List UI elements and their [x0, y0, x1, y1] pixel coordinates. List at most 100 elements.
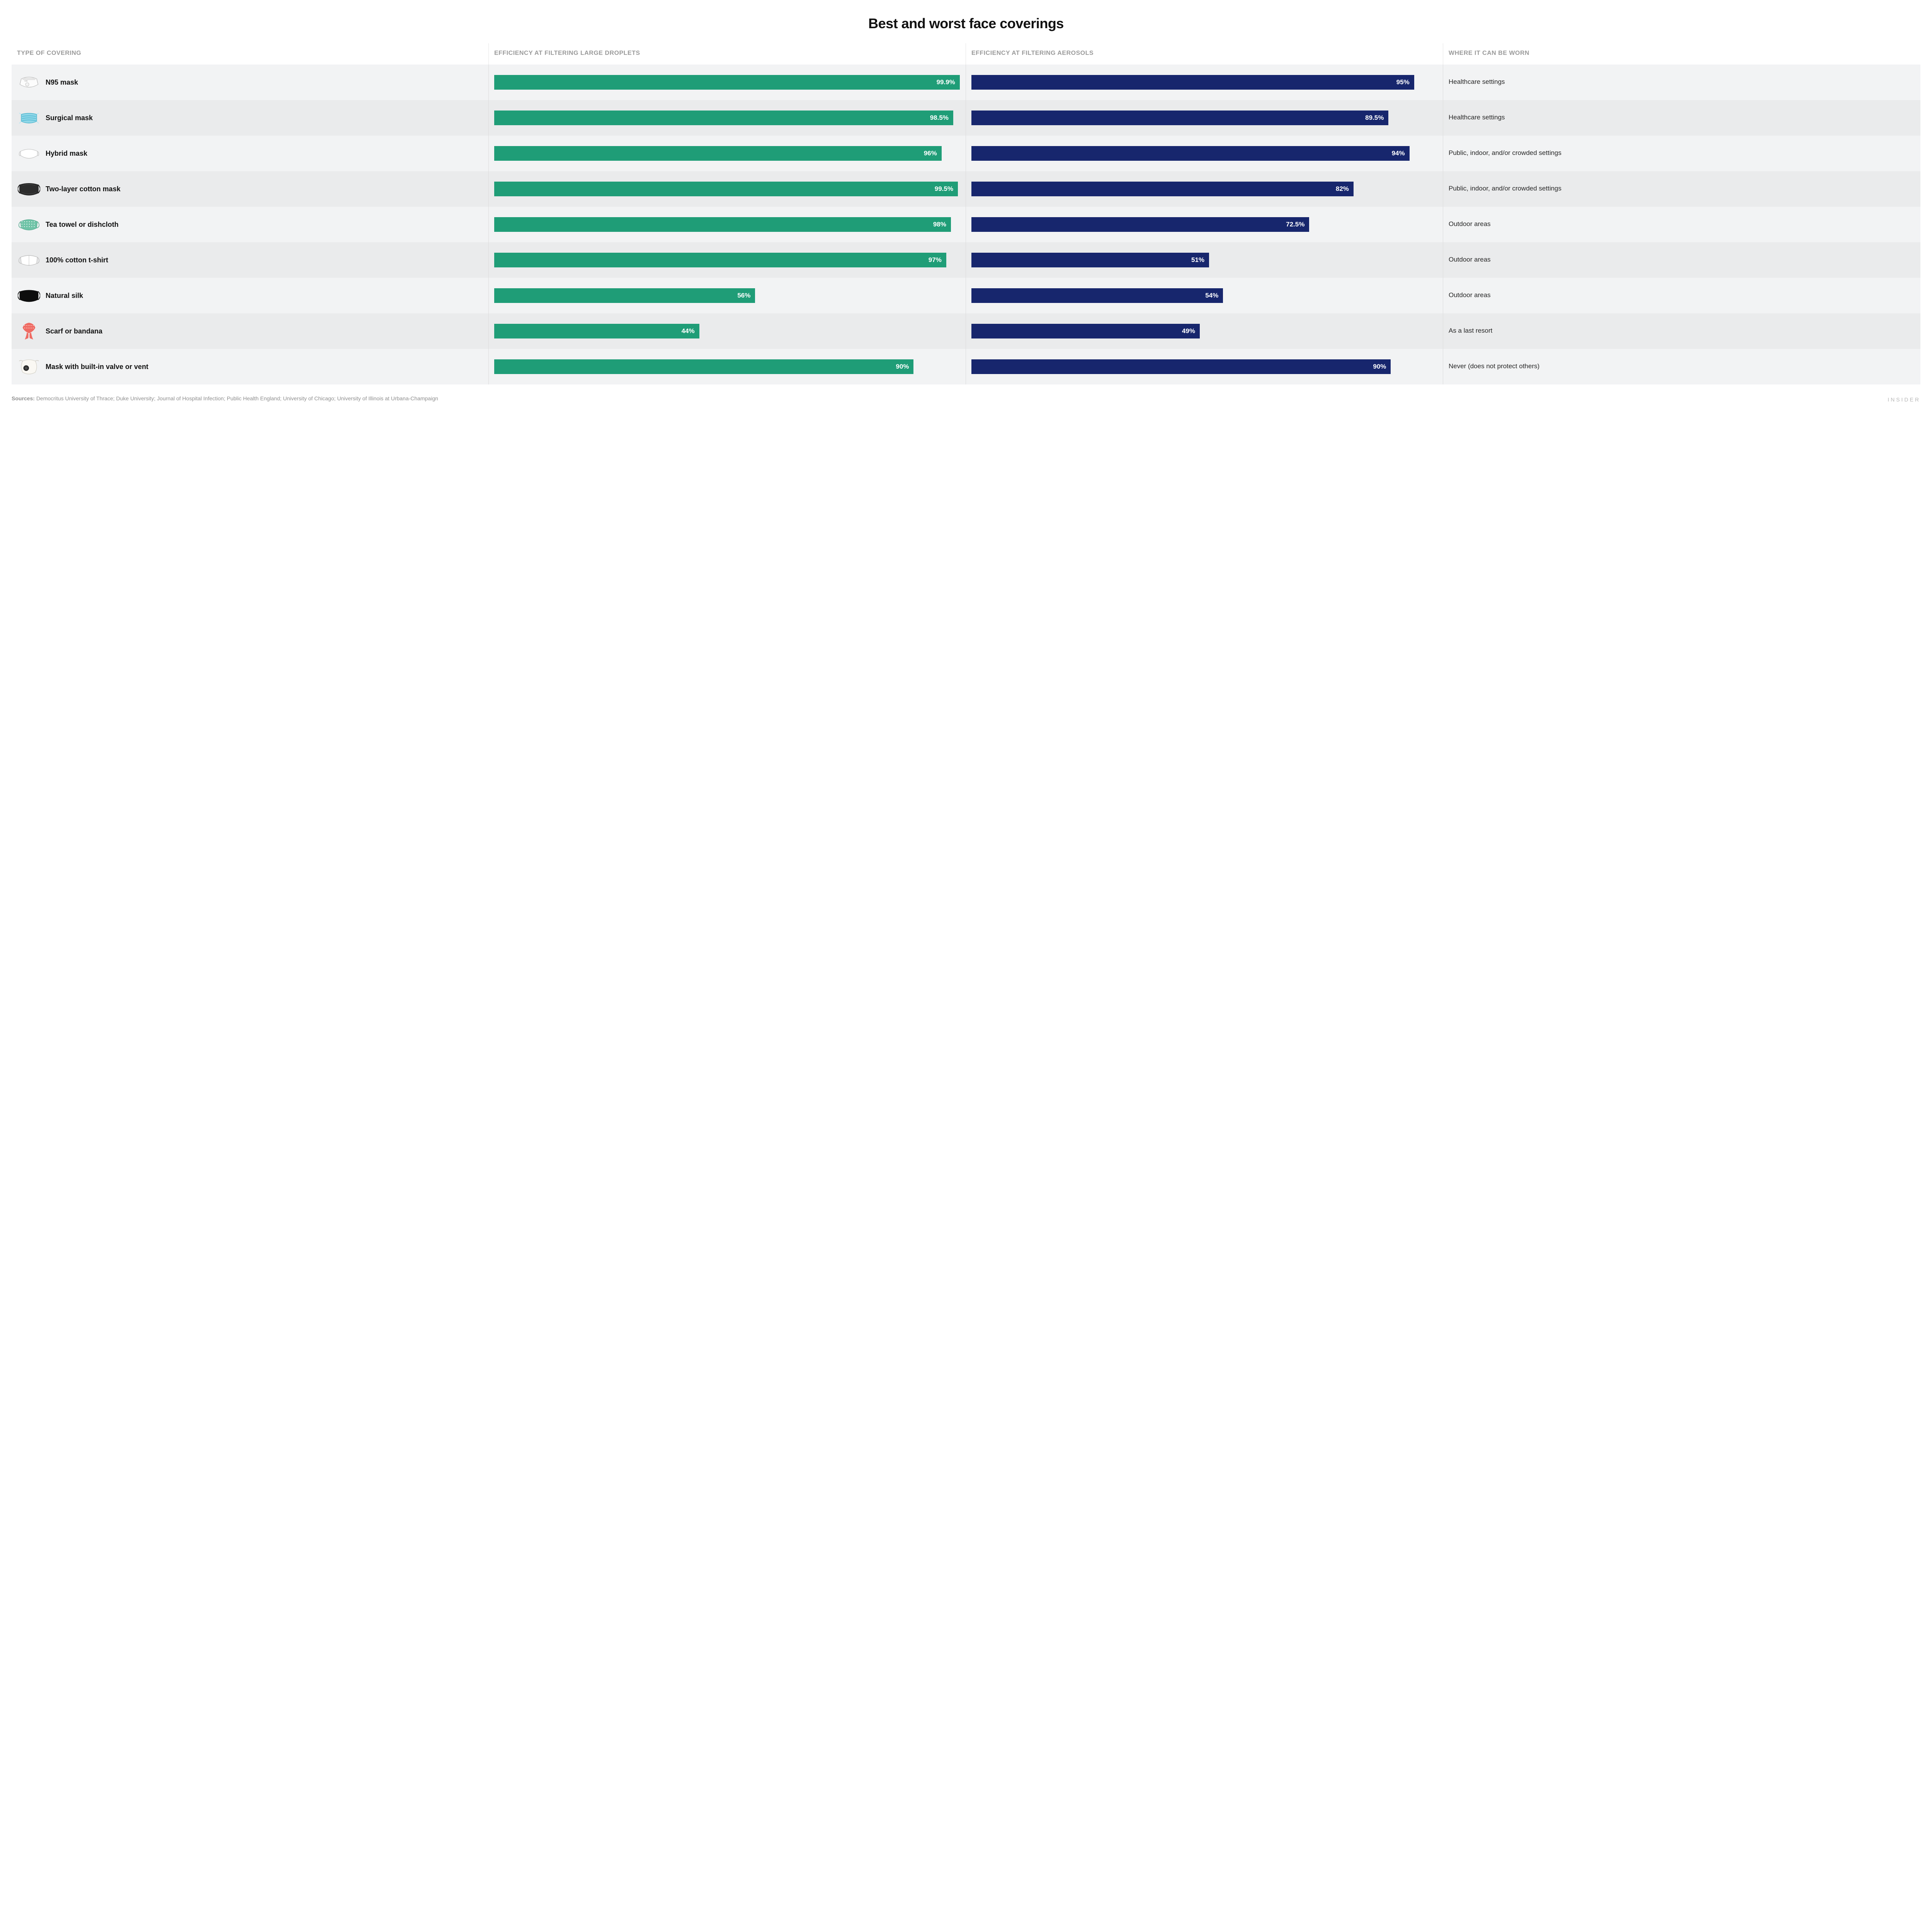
table-row: Natural silk 56% 54% Outdoor areas	[12, 278, 1920, 313]
droplets-cell: 99.5%	[489, 171, 966, 207]
aerosols-value: 54%	[1205, 292, 1218, 299]
aerosols-bar: 54%	[971, 288, 1223, 303]
droplets-value: 90%	[896, 363, 909, 371]
droplets-bar: 97%	[494, 253, 946, 267]
droplets-value: 98.5%	[930, 114, 949, 122]
sources-body: Democritus University of Thrace; Duke Un…	[36, 395, 438, 401]
where-cell: Outdoor areas	[1443, 242, 1920, 278]
aerosols-value: 89.5%	[1365, 114, 1384, 122]
type-cell: Two-layer cotton mask	[12, 171, 489, 207]
where-cell: Healthcare settings	[1443, 65, 1920, 100]
type-cell: N95 N95 mask	[12, 65, 489, 100]
col-header-droplets: EFFICIENCY AT FILTERING LARGE DROPLETS	[489, 43, 966, 65]
droplets-value: 96%	[924, 150, 937, 157]
droplets-bar: 99.9%	[494, 75, 960, 90]
where-cell: Outdoor areas	[1443, 278, 1920, 313]
type-label: N95 mask	[46, 78, 78, 87]
type-cell: Surgical mask	[12, 100, 489, 136]
where-cell: As a last resort	[1443, 313, 1920, 349]
droplets-bar: 98.5%	[494, 111, 953, 125]
teatowel-icon	[17, 213, 41, 236]
aerosols-cell: 51%	[966, 242, 1443, 278]
aerosols-value: 90%	[1373, 363, 1386, 371]
droplets-value: 99.9%	[937, 78, 955, 86]
droplets-cell: 99.9%	[489, 65, 966, 100]
droplets-value: 99.5%	[935, 185, 953, 193]
comparison-table: TYPE OF COVERING EFFICIENCY AT FILTERING…	[12, 43, 1920, 384]
scarf-icon	[17, 319, 41, 343]
table-row: Surgical mask 98.5% 89.5% Healthcare settin…	[12, 100, 1920, 136]
aerosols-cell: 49%	[966, 313, 1443, 349]
aerosols-bar: 90%	[971, 359, 1391, 374]
where-cell: Public, indoor, and/or crowded settings	[1443, 136, 1920, 171]
type-label: Two-layer cotton mask	[46, 185, 121, 194]
cotton2-icon	[17, 177, 41, 201]
type-cell: Mask with built-in valve or vent	[12, 349, 489, 384]
aerosols-cell: 72.5%	[966, 207, 1443, 242]
droplets-cell: 44%	[489, 313, 966, 349]
col-header-aerosols: EFFICIENCY AT FILTERING AEROSOLS	[966, 43, 1443, 65]
type-cell: 100% cotton t-shirt	[12, 242, 489, 278]
page-title: Best and worst face coverings	[12, 15, 1920, 32]
type-label: Hybrid mask	[46, 149, 87, 158]
aerosols-cell: 89.5%	[966, 100, 1443, 136]
aerosols-bar: 82%	[971, 182, 1354, 196]
silk-icon	[17, 284, 41, 308]
valve-icon	[17, 355, 41, 379]
type-label: Surgical mask	[46, 114, 93, 122]
droplets-bar: 56%	[494, 288, 755, 303]
sources-label: Sources:	[12, 395, 35, 401]
where-cell: Healthcare settings	[1443, 100, 1920, 136]
table-row: Mask with built-in valve or vent 90% 90% Ne…	[12, 349, 1920, 384]
col-header-type: TYPE OF COVERING	[12, 43, 489, 65]
aerosols-cell: 90%	[966, 349, 1443, 384]
type-cell: Scarf or bandana	[12, 313, 489, 349]
sources-text: Sources: Democritus University of Thrace…	[12, 395, 438, 403]
aerosols-bar: 72.5%	[971, 217, 1309, 232]
droplets-cell: 90%	[489, 349, 966, 384]
footer: Sources: Democritus University of Thrace…	[12, 395, 1920, 403]
droplets-bar: 44%	[494, 324, 699, 338]
type-cell: Natural silk	[12, 278, 489, 313]
table-row: Scarf or bandana 44% 49% As a last resort	[12, 313, 1920, 349]
aerosols-cell: 95%	[966, 65, 1443, 100]
table-header-row: TYPE OF COVERING EFFICIENCY AT FILTERING…	[12, 43, 1920, 65]
droplets-cell: 98.5%	[489, 100, 966, 136]
aerosols-cell: 54%	[966, 278, 1443, 313]
type-label: Natural silk	[46, 291, 83, 300]
aerosols-value: 49%	[1182, 327, 1195, 335]
aerosols-value: 72.5%	[1286, 221, 1304, 228]
aerosols-bar: 95%	[971, 75, 1414, 90]
aerosols-value: 51%	[1191, 256, 1204, 264]
where-cell: Public, indoor, and/or crowded settings	[1443, 171, 1920, 207]
type-label: 100% cotton t-shirt	[46, 256, 108, 265]
table-row: N95 N95 mask 99.9% 95% Healthcare settings	[12, 65, 1920, 100]
aerosols-cell: 82%	[966, 171, 1443, 207]
droplets-bar: 90%	[494, 359, 913, 374]
droplets-bar: 98%	[494, 217, 951, 232]
aerosols-value: 95%	[1396, 78, 1410, 86]
droplets-cell: 97%	[489, 242, 966, 278]
aerosols-bar: 89.5%	[971, 111, 1388, 125]
droplets-bar: 96%	[494, 146, 942, 161]
droplets-value: 97%	[929, 256, 942, 264]
table-row: Hybrid mask96%94%Public, indoor, and/or …	[12, 136, 1920, 171]
droplets-value: 98%	[933, 221, 946, 228]
n95-icon: N95	[17, 70, 41, 94]
droplets-cell: 96%	[489, 136, 966, 171]
aerosols-bar: 49%	[971, 324, 1200, 338]
col-header-where: WHERE IT CAN BE WORN	[1443, 43, 1920, 65]
aerosols-value: 82%	[1336, 185, 1349, 193]
type-cell: Hybrid mask	[12, 136, 489, 171]
hybrid-icon	[17, 141, 41, 165]
type-label: Mask with built-in valve or vent	[46, 362, 148, 371]
aerosols-bar: 51%	[971, 253, 1209, 267]
where-cell: Never (does not protect others)	[1443, 349, 1920, 384]
tshirt-icon	[17, 248, 41, 272]
type-cell: Tea towel or dishcloth	[12, 207, 489, 242]
droplets-bar: 99.5%	[494, 182, 958, 196]
table-row: Tea towel or dishcloth 98% 72.5% Outdoor ar…	[12, 207, 1920, 242]
droplets-value: 44%	[682, 327, 695, 335]
brand-logo: INSIDER	[1888, 396, 1920, 403]
where-cell: Outdoor areas	[1443, 207, 1920, 242]
